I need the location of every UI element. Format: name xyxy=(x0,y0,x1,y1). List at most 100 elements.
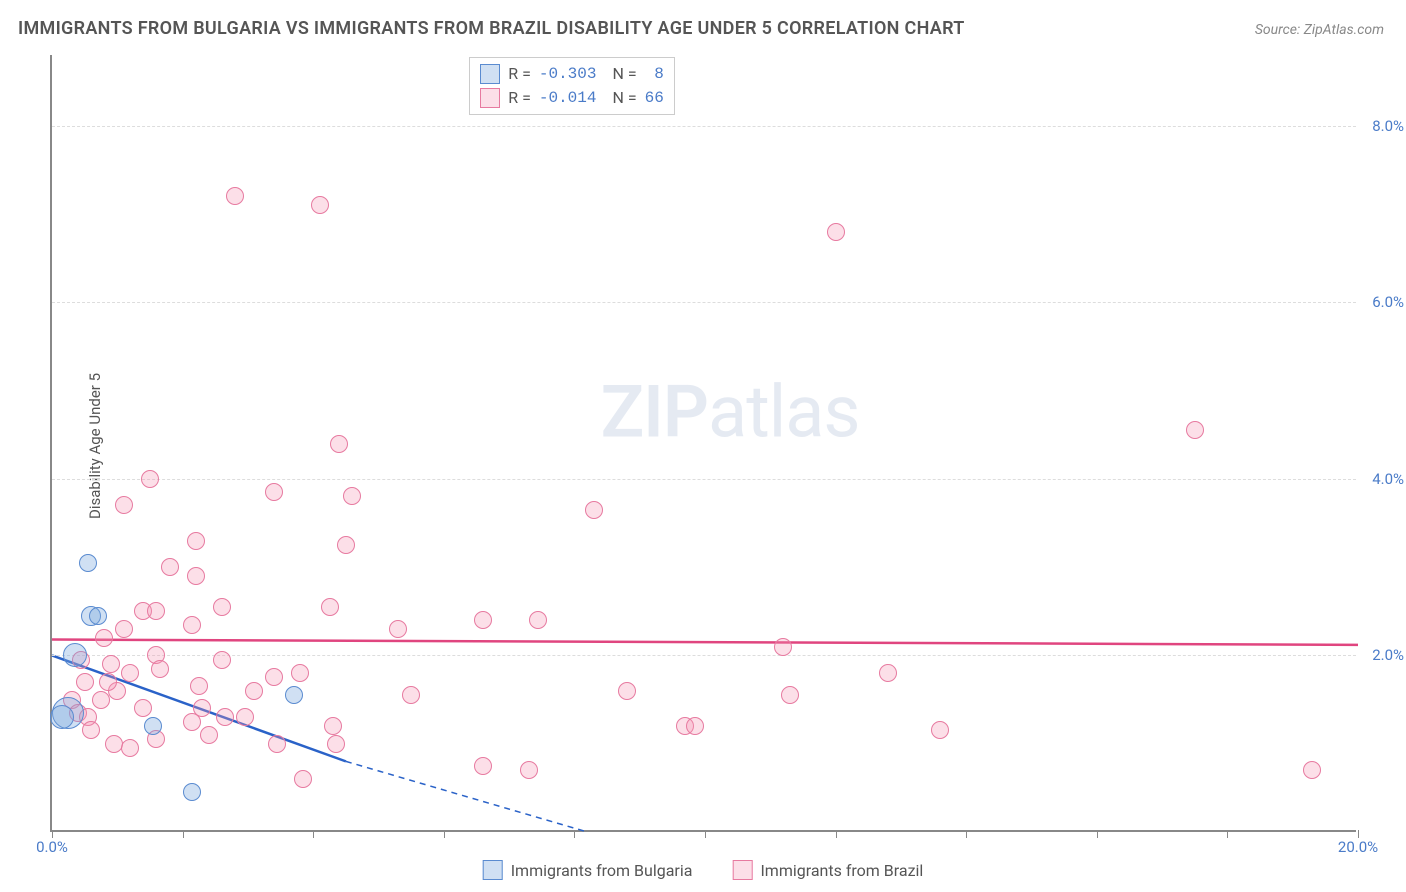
corr-row-bulgaria: R = -0.303 N = 8 xyxy=(480,62,664,86)
data-point xyxy=(774,638,792,656)
r-label: R = xyxy=(508,86,531,110)
data-point xyxy=(294,770,312,788)
legend-item-brazil: Immigrants from Brazil xyxy=(732,860,923,880)
x-tick xyxy=(52,830,53,838)
data-point xyxy=(121,664,139,682)
r-label: R = xyxy=(508,62,531,86)
data-point xyxy=(50,705,74,729)
data-point xyxy=(520,761,538,779)
data-point xyxy=(63,643,87,667)
data-point xyxy=(931,721,949,739)
data-point xyxy=(187,567,205,585)
watermark-atlas: atlas xyxy=(708,369,860,454)
chart-container: IMMIGRANTS FROM BULGARIA VS IMMIGRANTS F… xyxy=(0,0,1406,892)
y-tick-label: 2.0% xyxy=(1372,646,1404,664)
data-point xyxy=(337,536,355,554)
data-point xyxy=(216,708,234,726)
data-point xyxy=(529,611,547,629)
source-attribution: Source: ZipAtlas.com xyxy=(1255,22,1384,38)
y-tick-label: 8.0% xyxy=(1372,117,1404,135)
x-tick-label: 20.0% xyxy=(1338,838,1378,856)
data-point xyxy=(879,664,897,682)
data-point xyxy=(89,607,107,625)
data-point xyxy=(1303,761,1321,779)
data-point xyxy=(781,686,799,704)
data-point xyxy=(147,602,165,620)
data-point xyxy=(327,735,345,753)
y-tick-label: 6.0% xyxy=(1372,293,1404,311)
data-point xyxy=(618,682,636,700)
n-label: N = xyxy=(612,62,636,86)
data-point xyxy=(161,558,179,576)
r-value-brazil: -0.014 xyxy=(539,86,597,110)
data-point xyxy=(324,717,342,735)
gridline xyxy=(52,479,1356,480)
corr-row-brazil: R = -0.014 N = 66 xyxy=(480,86,664,110)
data-point xyxy=(474,611,492,629)
x-tick xyxy=(966,830,967,838)
data-point xyxy=(144,717,162,735)
data-point xyxy=(151,660,169,678)
x-tick xyxy=(183,830,184,838)
bottom-legend: Immigrants from Bulgaria Immigrants from… xyxy=(483,860,924,880)
n-value-brazil: 66 xyxy=(645,86,664,110)
legend-label-bulgaria: Immigrants from Bulgaria xyxy=(511,861,693,880)
data-point xyxy=(402,686,420,704)
legend-item-bulgaria: Immigrants from Bulgaria xyxy=(483,860,693,880)
x-tick xyxy=(1358,830,1359,838)
x-tick xyxy=(1227,830,1228,838)
data-point xyxy=(190,677,208,695)
data-point xyxy=(686,717,704,735)
watermark: ZIPatlas xyxy=(601,369,860,454)
data-point xyxy=(474,757,492,775)
data-point xyxy=(265,668,283,686)
y-tick-label: 4.0% xyxy=(1372,470,1404,488)
x-tick xyxy=(836,830,837,838)
swatch-bulgaria xyxy=(480,64,500,84)
x-tick xyxy=(574,830,575,838)
data-point xyxy=(82,721,100,739)
data-point xyxy=(213,598,231,616)
data-point xyxy=(183,783,201,801)
x-tick xyxy=(705,830,706,838)
n-value-bulgaria: 8 xyxy=(645,62,664,86)
x-tick xyxy=(444,830,445,838)
data-point xyxy=(115,496,133,514)
data-point xyxy=(183,616,201,634)
chart-title: IMMIGRANTS FROM BULGARIA VS IMMIGRANTS F… xyxy=(18,18,965,39)
data-point xyxy=(76,673,94,691)
data-point xyxy=(226,187,244,205)
data-point xyxy=(321,598,339,616)
r-value-bulgaria: -0.303 xyxy=(539,62,597,86)
data-point xyxy=(95,629,113,647)
data-point xyxy=(285,686,303,704)
swatch-brazil xyxy=(732,860,752,880)
data-point xyxy=(330,435,348,453)
correlation-legend: R = -0.303 N = 8 R = -0.014 N = 66 xyxy=(469,57,675,115)
n-label: N = xyxy=(612,86,636,110)
data-point xyxy=(213,651,231,669)
data-point xyxy=(102,655,120,673)
data-point xyxy=(187,532,205,550)
data-point xyxy=(141,470,159,488)
data-point xyxy=(115,620,133,638)
watermark-zip: ZIP xyxy=(601,369,708,454)
swatch-bulgaria xyxy=(483,860,503,880)
data-point xyxy=(92,691,110,709)
data-point xyxy=(1186,421,1204,439)
data-point xyxy=(134,699,152,717)
gridline xyxy=(52,302,1356,303)
data-point xyxy=(121,739,139,757)
data-point xyxy=(245,682,263,700)
data-point xyxy=(585,501,603,519)
data-point xyxy=(183,713,201,731)
x-tick xyxy=(313,830,314,838)
gridline xyxy=(52,126,1356,127)
data-point xyxy=(236,708,254,726)
data-point xyxy=(389,620,407,638)
data-point xyxy=(265,483,283,501)
data-point xyxy=(343,487,361,505)
swatch-brazil xyxy=(480,88,500,108)
data-point xyxy=(200,726,218,744)
x-tick-label: 0.0% xyxy=(36,838,68,856)
